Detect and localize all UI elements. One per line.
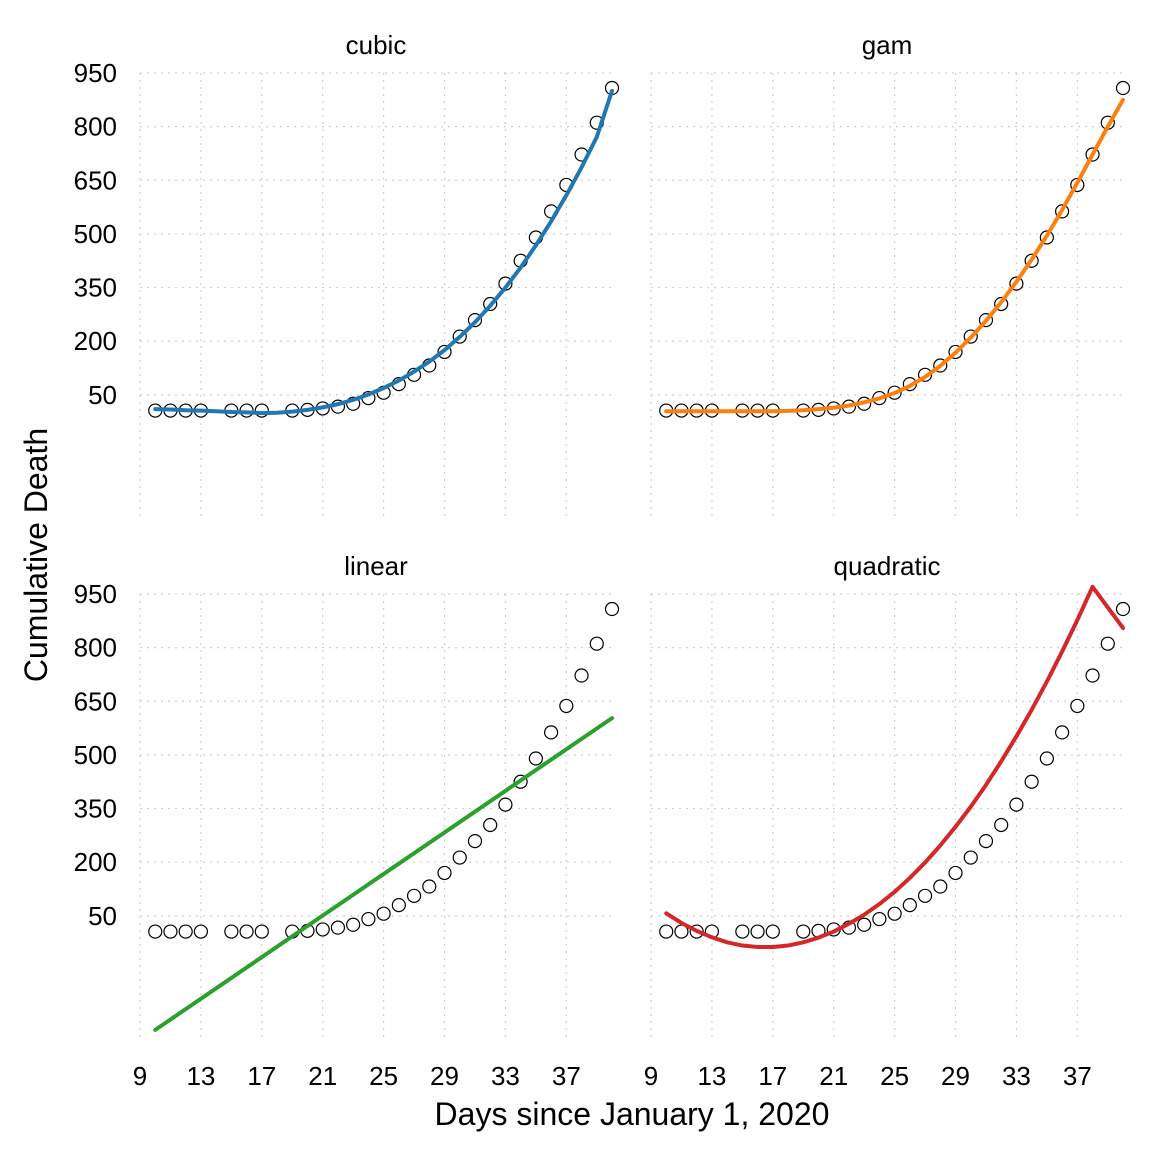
data-point bbox=[178, 924, 193, 939]
data-point bbox=[1115, 601, 1131, 617]
panel-title: quadratic bbox=[834, 551, 941, 581]
x-tick-label: 21 bbox=[308, 1061, 337, 1091]
x-tick-label: 17 bbox=[247, 1061, 276, 1091]
data-point bbox=[467, 834, 483, 849]
data-point bbox=[589, 636, 604, 651]
panel-cubic: cubic bbox=[139, 30, 620, 520]
y-tick-label: 800 bbox=[74, 633, 117, 663]
y-tick-label: 350 bbox=[74, 273, 117, 303]
data-point bbox=[857, 917, 872, 932]
x-tick-label: 25 bbox=[880, 1061, 909, 1091]
panel-title: cubic bbox=[346, 30, 407, 60]
fit-line-gam bbox=[664, 97, 1125, 414]
y-tick-label: 650 bbox=[74, 165, 117, 195]
x-tick-label: 33 bbox=[491, 1061, 520, 1091]
facet-panels: cubic gam linear quadratic bbox=[139, 30, 1131, 1041]
data-point bbox=[574, 668, 589, 683]
y-tick-label: 800 bbox=[74, 112, 117, 142]
data-point bbox=[239, 924, 254, 939]
data-point bbox=[872, 911, 887, 927]
data-point bbox=[376, 906, 391, 921]
data-point bbox=[750, 924, 765, 939]
x-axis-title: Days since January 1, 2020 bbox=[435, 1096, 830, 1132]
data-point bbox=[193, 924, 209, 939]
data-point bbox=[543, 725, 559, 740]
x-tick-label: 29 bbox=[430, 1061, 459, 1091]
y-tick-label: 200 bbox=[74, 326, 117, 356]
data-point bbox=[330, 920, 346, 935]
data-point bbox=[315, 922, 330, 937]
x-tick-label: 37 bbox=[552, 1061, 581, 1091]
x-tick-label: 9 bbox=[644, 1061, 658, 1091]
y-tick-label: 500 bbox=[74, 219, 117, 249]
x-tick-label: 13 bbox=[697, 1061, 726, 1091]
x-tick-label: 37 bbox=[1063, 1061, 1092, 1091]
fit-line-cubic bbox=[153, 88, 614, 416]
fit-line-linear bbox=[153, 716, 614, 1032]
data-point bbox=[422, 879, 437, 894]
y-tick-label: 500 bbox=[74, 740, 117, 770]
data-point bbox=[978, 834, 994, 849]
data-point bbox=[887, 906, 902, 921]
panel-linear: linear bbox=[139, 551, 620, 1041]
data-point bbox=[1070, 698, 1085, 714]
data-point bbox=[1009, 797, 1024, 812]
y-tick-label: 650 bbox=[74, 686, 117, 716]
x-tick-label: 33 bbox=[1002, 1061, 1031, 1091]
data-point bbox=[796, 924, 811, 939]
data-point bbox=[735, 924, 750, 939]
data-point bbox=[559, 698, 574, 714]
data-point bbox=[498, 797, 513, 812]
data-point bbox=[902, 898, 917, 913]
panel-title: linear bbox=[344, 551, 408, 581]
y-tick-label: 200 bbox=[74, 847, 117, 877]
data-point bbox=[148, 924, 163, 939]
data-point bbox=[1100, 636, 1115, 651]
data-point bbox=[254, 403, 269, 418]
data-point bbox=[437, 865, 452, 881]
data-point bbox=[163, 924, 178, 939]
data-point bbox=[604, 601, 620, 617]
data-point bbox=[963, 850, 978, 865]
data-point bbox=[933, 879, 948, 894]
y-tick-label: 50 bbox=[88, 901, 117, 931]
data-point bbox=[406, 888, 422, 903]
data-point bbox=[361, 911, 376, 927]
y-tick-label: 350 bbox=[74, 794, 117, 824]
x-tick-label: 21 bbox=[819, 1061, 848, 1091]
data-point bbox=[254, 924, 269, 939]
data-point bbox=[765, 924, 780, 939]
data-point bbox=[1115, 80, 1131, 96]
y-tick-label: 950 bbox=[74, 579, 117, 609]
data-point bbox=[1039, 751, 1054, 766]
y-tick-label: 950 bbox=[74, 58, 117, 88]
x-tick-label: 17 bbox=[758, 1061, 787, 1091]
panel-title: gam bbox=[862, 30, 913, 60]
data-point bbox=[452, 850, 467, 865]
data-point bbox=[659, 924, 674, 939]
data-point bbox=[1024, 774, 1039, 789]
panel-gam: gam bbox=[650, 30, 1131, 520]
x-tick-label: 29 bbox=[941, 1061, 970, 1091]
data-point bbox=[917, 888, 933, 903]
fit-line-quadratic bbox=[664, 584, 1125, 949]
data-point bbox=[346, 917, 361, 932]
data-point bbox=[1085, 668, 1100, 683]
data-point bbox=[1054, 725, 1070, 740]
data-point bbox=[483, 817, 498, 833]
y-tick-label: 50 bbox=[88, 380, 117, 410]
data-point bbox=[994, 817, 1009, 833]
x-tick-label: 13 bbox=[186, 1061, 215, 1091]
data-point bbox=[224, 924, 239, 939]
x-tick-label: 25 bbox=[369, 1061, 398, 1091]
x-tick-label: 9 bbox=[133, 1061, 147, 1091]
y-axis-title: Cumulative Death bbox=[18, 428, 54, 682]
data-point bbox=[391, 898, 406, 913]
data-point bbox=[528, 751, 543, 766]
data-point bbox=[948, 865, 963, 881]
panel-quadratic: quadratic bbox=[650, 551, 1131, 1041]
axes: 50 200 350 500 650 800 950 50 200 350 500 650 800 950… bbox=[74, 58, 1092, 1091]
